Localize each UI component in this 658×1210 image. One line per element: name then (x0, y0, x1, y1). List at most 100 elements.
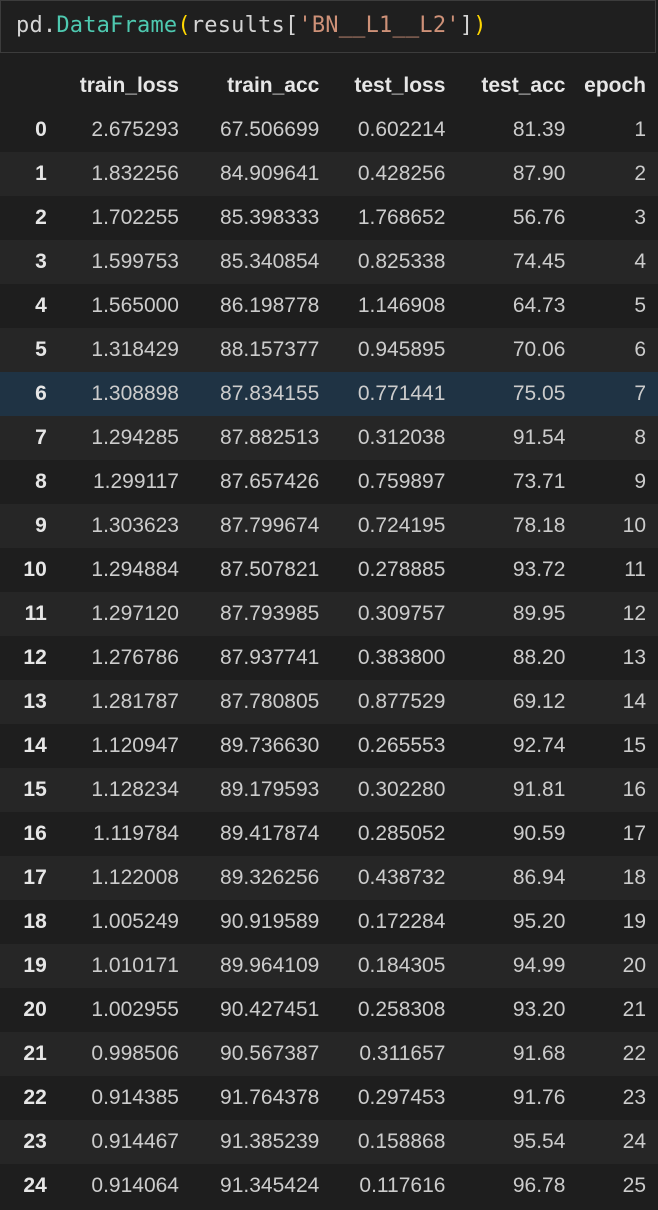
cell-train-loss: 1.599753 (91, 250, 179, 273)
table-row[interactable]: 2 1.702255 85.398333 1.768652 56.76 3 (0, 196, 658, 240)
cell-train-loss: 1.303623 (91, 514, 179, 537)
code-identifier: results (190, 13, 285, 38)
table-row[interactable]: 22 0.914385 91.764378 0.297453 91.76 23 (0, 1076, 658, 1120)
cell-train-loss: 1.299117 (92, 470, 179, 493)
cell-test-acc: 95.20 (512, 910, 566, 933)
cell-test-acc: 56.76 (512, 206, 566, 229)
table-row[interactable]: 16 1.119784 89.417874 0.285052 90.59 17 (0, 812, 658, 856)
cell-epoch: 16 (622, 778, 646, 801)
cell-train-acc: 89.417874 (220, 822, 320, 845)
row-index: 5 (35, 338, 47, 361)
column-header-epoch: epoch (584, 74, 646, 97)
cell-train-loss: 1.702255 (91, 206, 179, 229)
table-row[interactable]: 9 1.303623 87.799674 0.724195 78.18 10 (0, 504, 658, 548)
cell-test-acc: 93.72 (512, 558, 566, 581)
column-header-train-loss: train_loss (79, 74, 179, 97)
cell-test-acc: 81.39 (512, 118, 566, 141)
cell-test-loss: 1.768652 (357, 206, 446, 229)
table-row[interactable]: 1 1.832256 84.909641 0.428256 87.90 2 (0, 152, 658, 196)
cell-train-acc: 85.340854 (220, 250, 320, 273)
cell-train-acc: 87.507821 (220, 558, 320, 581)
table-row[interactable]: 15 1.128234 89.179593 0.302280 91.81 16 (0, 768, 658, 812)
row-index: 14 (23, 734, 47, 757)
cell-train-acc: 89.736630 (220, 734, 320, 757)
code-open-bracket: [ (284, 13, 299, 38)
row-index: 8 (35, 470, 47, 493)
cell-train-loss: 1.002955 (91, 998, 179, 1021)
row-index: 0 (35, 118, 47, 141)
table-row[interactable]: 10 1.294884 87.507821 0.278885 93.72 11 (0, 548, 658, 592)
table-row[interactable]: 21 0.998506 90.567387 0.311657 91.68 22 (0, 1032, 658, 1076)
table-row[interactable]: 3 1.599753 85.340854 0.825338 74.45 4 (0, 240, 658, 284)
cell-train-loss: 1.122008 (91, 866, 179, 889)
table-row[interactable]: 11 1.297120 87.793985 0.309757 89.95 12 (0, 592, 658, 636)
cell-train-loss: 1.308898 (91, 382, 179, 405)
table-row[interactable]: 7 1.294285 87.882513 0.312038 91.54 8 (0, 416, 658, 460)
cell-test-loss: 0.265553 (357, 734, 446, 757)
row-index: 24 (23, 1174, 47, 1197)
cell-epoch: 2 (634, 162, 646, 185)
cell-test-acc: 69.12 (512, 690, 566, 713)
table-row[interactable]: 12 1.276786 87.937741 0.383800 88.20 13 (0, 636, 658, 680)
cell-test-acc: 92.74 (512, 734, 566, 757)
cell-test-loss: 0.117616 (359, 1174, 446, 1197)
table-row[interactable]: 13 1.281787 87.780805 0.877529 69.12 14 (0, 680, 658, 724)
table-row[interactable]: 6 1.308898 87.834155 0.771441 75.05 7 (0, 372, 658, 416)
code-dot: . (42, 13, 57, 38)
cell-epoch: 19 (622, 910, 646, 933)
cell-test-acc: 78.18 (512, 514, 566, 537)
code-cell-input[interactable]: pd.DataFrame(results['BN__L1__L2']) (0, 0, 656, 53)
cell-test-loss: 0.383800 (357, 646, 446, 669)
row-index: 4 (35, 294, 47, 317)
code-string: 'BN__L1__L2' (298, 13, 460, 38)
table-row[interactable]: 18 1.005249 90.919589 0.172284 95.20 19 (0, 900, 658, 944)
cell-test-loss: 0.302280 (357, 778, 446, 801)
cell-epoch: 21 (622, 998, 646, 1021)
cell-train-loss: 1.294884 (91, 558, 179, 581)
cell-test-loss: 0.258308 (357, 998, 446, 1021)
cell-train-acc: 87.882513 (220, 426, 320, 449)
cell-epoch: 20 (622, 954, 646, 977)
table-row[interactable]: 14 1.120947 89.736630 0.265553 92.74 15 (0, 724, 658, 768)
cell-epoch: 12 (622, 602, 646, 625)
row-index: 21 (23, 1042, 47, 1065)
cell-train-acc: 91.764378 (220, 1086, 320, 1109)
cell-train-loss: 1.281787 (91, 690, 179, 713)
row-index: 22 (23, 1086, 47, 1109)
table-row[interactable]: 0 2.675293 67.506699 0.602214 81.39 1 (0, 108, 658, 152)
cell-train-loss: 1.119784 (92, 822, 179, 845)
cell-train-acc: 85.398333 (220, 206, 320, 229)
cell-test-loss: 1.146908 (357, 294, 446, 317)
cell-train-acc: 88.157377 (220, 338, 320, 361)
table-row[interactable]: 24 0.914064 91.345424 0.117616 96.78 25 (0, 1164, 658, 1208)
cell-epoch: 11 (624, 558, 646, 581)
cell-train-acc: 87.793985 (220, 602, 320, 625)
cell-train-acc: 84.909641 (220, 162, 320, 185)
cell-train-loss: 1.120947 (91, 734, 179, 757)
table-row[interactable]: 5 1.318429 88.157377 0.945895 70.06 6 (0, 328, 658, 372)
code-module: pd (16, 13, 43, 38)
cell-test-loss: 0.158868 (357, 1130, 446, 1153)
cell-test-loss: 0.759897 (357, 470, 446, 493)
table-row[interactable]: 23 0.914467 91.385239 0.158868 95.54 24 (0, 1120, 658, 1164)
cell-test-loss: 0.278885 (357, 558, 446, 581)
cell-test-acc: 90.59 (512, 822, 566, 845)
table-row[interactable]: 20 1.002955 90.427451 0.258308 93.20 21 (0, 988, 658, 1032)
cell-train-loss: 1.318429 (91, 338, 179, 361)
cell-epoch: 4 (634, 250, 646, 273)
table-row[interactable]: 17 1.122008 89.326256 0.438732 86.94 18 (0, 856, 658, 900)
table-row[interactable]: 8 1.299117 87.657426 0.759897 73.71 9 (0, 460, 658, 504)
cell-train-acc: 87.834155 (220, 382, 320, 405)
cell-test-loss: 0.311657 (359, 1042, 446, 1065)
cell-train-acc: 90.427451 (220, 998, 320, 1021)
table-row[interactable]: 19 1.010171 89.964109 0.184305 94.99 20 (0, 944, 658, 988)
cell-test-acc: 94.99 (512, 954, 566, 977)
table-row[interactable]: 4 1.565000 86.198778 1.146908 64.73 5 (0, 284, 658, 328)
row-index: 9 (35, 514, 47, 537)
cell-epoch: 18 (622, 866, 646, 889)
cell-test-loss: 0.438732 (357, 866, 446, 889)
cell-epoch: 25 (622, 1174, 646, 1197)
cell-test-loss: 0.825338 (357, 250, 446, 273)
cell-epoch: 14 (622, 690, 646, 713)
cell-train-acc: 91.345424 (220, 1174, 320, 1197)
